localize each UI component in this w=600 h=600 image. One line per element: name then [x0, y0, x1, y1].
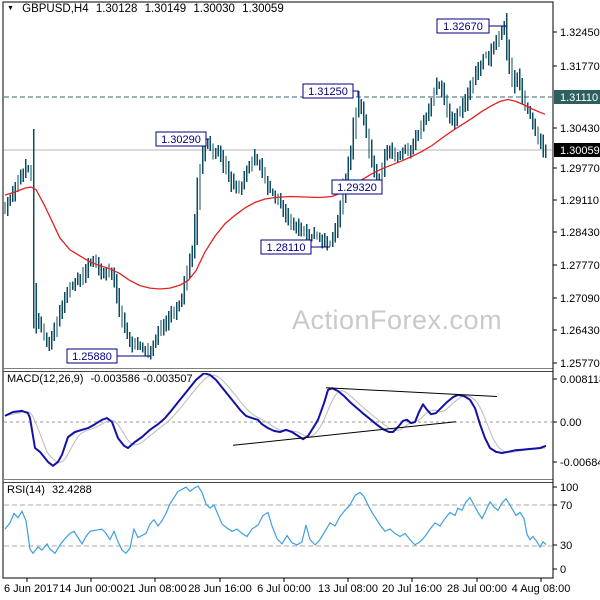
annotation-connector [489, 25, 507, 27]
ohlc-close: 1.30059 [242, 3, 284, 15]
annotation-price-label: 1.30290 [161, 134, 201, 146]
annotation-price-label: 1.28110 [267, 242, 306, 254]
chart-marker-icon: ▼ [7, 5, 14, 12]
price-axis-label: -0.006844 [560, 457, 600, 469]
rsi-line [4, 485, 547, 555]
time-axis-label: 13 Jul 08:00 [318, 583, 378, 595]
price-axis-label: 1.26430 [560, 325, 600, 337]
macd-trendline[interactable] [232, 421, 457, 446]
annotation-price-box[interactable] [66, 348, 118, 364]
ohlc-low: 1.30030 [193, 3, 235, 15]
time-axis-label: 28 Jun 16:00 [188, 583, 252, 595]
price-axis-label: 1.28430 [560, 227, 600, 239]
chart-title: ▼ GBPUSD,H4 1.30128 1.30149 1.30030 1.30… [7, 3, 288, 15]
annotation-price-label: 1.29320 [337, 182, 377, 194]
macd-main-line [4, 373, 547, 467]
price-axis-badge-label: 1.30059 [560, 145, 600, 157]
price-axis-label: 1.31770 [560, 61, 600, 73]
price-axis-badge-label: 1.31110 [560, 92, 598, 104]
time-axis-label: 6 Jun 2017 [4, 583, 58, 595]
price-axis-label: 0.00 [560, 417, 581, 429]
price-axis-label: 30 [560, 540, 572, 552]
price-axis-label: 1.25770 [560, 358, 600, 370]
annotation-price-label: 1.31250 [308, 86, 348, 98]
price-axis-label: 1.29770 [560, 163, 600, 175]
macd-trendline[interactable] [325, 387, 498, 397]
price-axis-label: 1.32450 [560, 27, 600, 39]
annotation-price-label: 1.32670 [443, 21, 483, 33]
price-axis-badge [554, 143, 600, 157]
time-axis-label: 14 Jun 00:00 [59, 583, 123, 595]
watermark: ActionForex.com [292, 305, 503, 335]
macd-indicator-label: MACD(12,26,9) -0.003586 -0.003507 [7, 373, 197, 385]
time-axis-label: 20 Jul 16:00 [382, 583, 442, 595]
time-axis-label: 21 Jun 08:00 [123, 583, 187, 595]
price-axis-label: 1.29110 [560, 195, 599, 207]
annotation-price-box[interactable] [260, 239, 312, 255]
rsi-indicator-label: RSI(14) 32.4288 [7, 484, 96, 496]
macd-values: -0.003586 -0.003507 [90, 373, 193, 385]
ohlc-open: 1.30128 [95, 3, 138, 15]
price-axis-label: 1.30430 [560, 123, 600, 135]
annotation-price-box[interactable] [436, 18, 490, 34]
annotation-price-box[interactable] [155, 131, 207, 147]
time-axis-label: 6 Jul 00:00 [257, 583, 311, 595]
annotation-connector [353, 90, 359, 97]
time-axis-label: 4 Aug 08:00 [512, 583, 571, 595]
moving-average-line [4, 98, 546, 290]
ohlc-high: 1.30149 [144, 3, 187, 15]
time-axis-label: 28 Jul 00:00 [447, 583, 507, 595]
ohlc-bars-group [4, 13, 547, 360]
price-axis-label: 1.27770 [560, 260, 600, 272]
annotation-price-box[interactable] [302, 83, 354, 99]
price-axis-badge [554, 90, 600, 104]
annotation-connector [117, 355, 151, 357]
rsi-value: 32.4288 [51, 484, 92, 496]
price-axis-label: 100 [560, 482, 578, 494]
macd-name: MACD(12,26,9) [7, 373, 84, 385]
annotation-price-label: 1.25880 [72, 351, 112, 363]
macd-signal-line [4, 374, 546, 463]
rsi-name: RSI(14) [7, 484, 45, 496]
price-axis-label: 70 [560, 500, 572, 512]
price-axis-label: 0 [560, 564, 566, 576]
annotation-price-box[interactable] [331, 179, 383, 195]
price-axis-label: 1.27090 [560, 293, 600, 305]
symbol-period-label: GBPUSD,H4 [22, 3, 89, 15]
price-axis-label: 0.008118 [560, 374, 600, 386]
